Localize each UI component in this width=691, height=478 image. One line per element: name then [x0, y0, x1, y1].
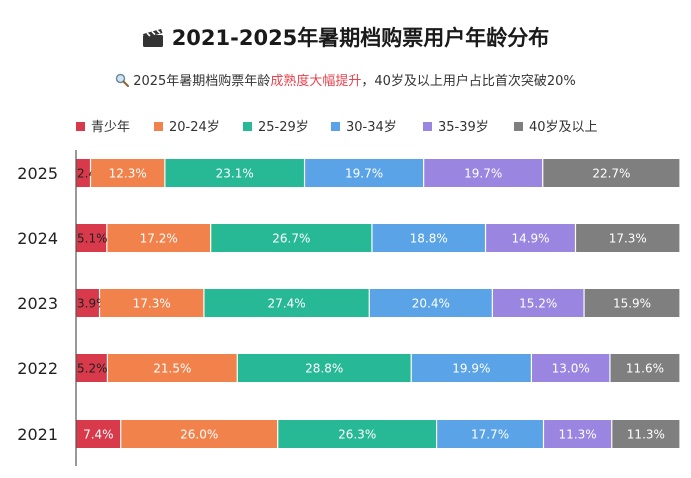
bar-2024-series-3 [372, 224, 485, 252]
bar-2022-series-2 [237, 354, 411, 382]
legend-swatch-0 [76, 122, 85, 131]
data-label-2022-series-1: 21.5% [153, 362, 191, 376]
data-label-2023-series-1: 17.3% [133, 297, 171, 311]
data-label-2021-series-0: 7.4% [83, 428, 114, 442]
data-label-2025-series-5: 22.7% [592, 167, 630, 181]
bar-2022-series-5 [610, 354, 680, 382]
data-label-2021-series-2: 26.3% [338, 428, 376, 442]
legend-swatch-4 [423, 122, 432, 131]
subtitle-suffix: ，40岁及以上用户占比首次突破20% [361, 74, 576, 89]
chart-title-text: 2021-2025年暑期档购票用户年龄分布 [171, 26, 550, 50]
data-label-2022-series-4: 13.0% [552, 362, 590, 376]
data-label-2021-series-5: 11.3% [627, 428, 665, 442]
data-label-2024-series-1: 17.2% [140, 232, 178, 246]
bar-2025-series-2 [165, 159, 304, 187]
data-label-2024-series-5: 17.3% [609, 232, 647, 246]
bar-2021-series-3 [437, 420, 543, 448]
chart-subtitle: 2025年暑期档购票年龄成熟度大幅提升，40岁及以上用户占比首次突破20% [0, 70, 691, 91]
year-label-2022: 2022 [17, 359, 58, 378]
data-label-2023-series-0: 3.9% [77, 297, 108, 311]
clapperboard-icon [142, 28, 164, 53]
bar-2025-series-3 [305, 159, 424, 187]
bar-2022-series-0 [76, 354, 107, 382]
data-label-2021-series-3: 17.7% [471, 428, 509, 442]
legend-swatch-3 [331, 122, 340, 131]
legend-label-0: 青少年 [91, 120, 130, 135]
bar-2022-series-1 [108, 354, 237, 382]
legend-label-4: 35-39岁 [438, 120, 489, 135]
data-label-2025-series-4: 19.7% [464, 167, 502, 181]
bar-2021-series-1 [121, 420, 278, 448]
bar-2024-series-2 [211, 224, 372, 252]
bar-2025-series-4 [424, 159, 543, 187]
data-label-2022-series-3: 19.9% [452, 362, 490, 376]
bar-2023-series-4 [492, 289, 584, 317]
bar-2023-series-3 [369, 289, 492, 317]
legend-swatch-5 [514, 122, 523, 131]
data-label-2025-series-3: 19.7% [345, 167, 383, 181]
legend-label-3: 30-34岁 [346, 120, 397, 135]
bar-2023-series-2 [204, 289, 369, 317]
data-label-2023-series-3: 20.4% [412, 297, 450, 311]
legend-label-5: 40岁及以上 [529, 120, 598, 135]
bar-2021-series-2 [278, 420, 436, 448]
data-label-2023-series-2: 27.4% [268, 297, 306, 311]
data-label-2024-series-3: 18.8% [410, 232, 448, 246]
bar-2025-series-0 [76, 159, 90, 187]
bar-2023-series-0 [76, 289, 99, 317]
data-label-2025-series-1: 12.3% [109, 167, 147, 181]
data-label-2023-series-4: 15.2% [519, 297, 557, 311]
bar-2024-series-4 [486, 224, 575, 252]
data-label-2021-series-1: 26.0% [180, 428, 218, 442]
year-label-2024: 2024 [17, 229, 58, 248]
subtitle-highlight: 成熟度大幅提升 [270, 74, 362, 89]
data-label-2024-series-2: 26.7% [272, 232, 310, 246]
chart-title: 2021-2025年暑期档购票用户年龄分布 [0, 22, 691, 53]
bar-2024-series-1 [107, 224, 211, 252]
bar-2022-series-3 [411, 354, 531, 382]
year-label-2021: 2021 [17, 425, 58, 444]
data-label-2022-series-2: 28.8% [305, 362, 343, 376]
legend-swatch-1 [154, 122, 163, 131]
data-label-2021-series-4: 11.3% [559, 428, 597, 442]
year-label-2023: 2023 [17, 294, 58, 313]
data-label-2022-series-5: 11.6% [626, 362, 664, 376]
subtitle-prefix: 2025年暑期档购票年龄 [133, 74, 271, 89]
bar-2024-series-0 [76, 224, 107, 252]
magnifier-icon [115, 73, 130, 91]
bar-2024-series-5 [576, 224, 680, 252]
legend-label-2: 25-29岁 [258, 120, 309, 135]
data-label-2025-series-2: 23.1% [216, 167, 254, 181]
data-label-2024-series-0: 5.1% [77, 232, 108, 246]
bar-2021-series-0 [76, 420, 121, 448]
bar-2021-series-4 [544, 420, 612, 448]
bar-2023-series-1 [100, 289, 204, 317]
legend-swatch-2 [243, 122, 252, 131]
bar-2021-series-5 [612, 420, 680, 448]
bar-2025-series-5 [543, 159, 680, 187]
data-label-2024-series-4: 14.9% [511, 232, 549, 246]
legend-label-1: 20-24岁 [169, 120, 220, 135]
bar-2025-series-1 [91, 159, 165, 187]
bar-2022-series-4 [532, 354, 610, 382]
data-label-2022-series-0: 5.2% [77, 362, 108, 376]
data-label-2023-series-5: 15.9% [613, 297, 651, 311]
year-label-2025: 2025 [17, 164, 58, 183]
bar-2023-series-5 [584, 289, 680, 317]
